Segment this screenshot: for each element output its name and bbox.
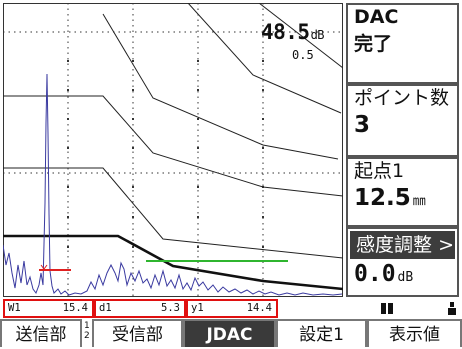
- readout-d-key: d1: [99, 302, 112, 314]
- softkey-page-1: 1: [84, 321, 90, 331]
- dac-curve-6: [258, 2, 344, 69]
- dac-curve-3: [3, 95, 344, 197]
- readout-d-value: 5.3: [161, 302, 180, 314]
- start-value: 12.5: [354, 185, 411, 211]
- sensitivity-label: 感度調整: [356, 234, 433, 256]
- sensitivity-value: 0.0: [354, 261, 396, 287]
- parameter-panel: DAC 完了 ポイント数 3 起点1 12.5 ㎜ 感度調整 > 0.0 dB: [346, 3, 459, 297]
- dac-curve-2: [3, 167, 344, 259]
- grid-dot: [197, 118, 199, 120]
- grid-dot: [262, 147, 264, 149]
- grid-dot: [132, 216, 134, 218]
- readout-y-value: 14.4: [246, 302, 272, 314]
- softkey-settings1[interactable]: 設定1: [276, 319, 367, 347]
- gate-readout-bar: W1 15.4 d1 5.3 y1 14.4: [0, 299, 462, 318]
- range-display: 0.5: [292, 48, 314, 62]
- start-point-box[interactable]: 起点1 12.5 ㎜: [346, 157, 459, 227]
- gain-unit: dB: [310, 28, 325, 42]
- readout-w-value: 15.4: [62, 302, 88, 314]
- grid-dot: [132, 118, 134, 120]
- grid-dot: [132, 246, 134, 248]
- ascan-display: 48.5dB 0.5: [2, 2, 344, 297]
- points-box[interactable]: ポイント数 3: [346, 84, 459, 157]
- grid-dot: [132, 186, 134, 188]
- grid-dot: [67, 118, 69, 120]
- readout-w: W1 15.4: [3, 299, 94, 318]
- grid-dot: [67, 246, 69, 248]
- sensitivity-box[interactable]: 感度調整 > 0.0 dB: [346, 227, 459, 297]
- softkey-page-2: 2: [84, 331, 90, 341]
- grid-dot: [67, 60, 69, 62]
- grid-dot: [67, 147, 69, 149]
- grid-dot: [262, 246, 264, 248]
- readout-y-key: y1: [191, 302, 204, 314]
- chevron-right-icon: >: [438, 234, 454, 256]
- grid-dot: [132, 89, 134, 91]
- grid-dot: [262, 89, 264, 91]
- dac-curve-5: [187, 2, 342, 114]
- dac-status-box[interactable]: DAC 完了: [346, 3, 459, 84]
- points-value: 3: [354, 112, 371, 138]
- grid-dot: [67, 89, 69, 91]
- ascan-frame: [3, 3, 343, 297]
- grid-dot: [197, 246, 199, 248]
- battery-icon: [381, 303, 393, 314]
- grid-dot: [197, 89, 199, 91]
- grid-dot: [197, 216, 199, 218]
- sensitivity-unit: dB: [397, 270, 414, 285]
- grid-dot: [197, 147, 199, 149]
- probe-icon: [448, 302, 456, 315]
- gain-value: 48.5: [261, 20, 310, 44]
- grid-dot: [67, 186, 69, 188]
- grid-dot: [67, 216, 69, 218]
- softkey-display-value[interactable]: 表示値: [367, 319, 462, 347]
- ascan-svg: [2, 2, 344, 297]
- grid-dot: [262, 60, 264, 62]
- grid-dot: [197, 60, 199, 62]
- grid-dot: [262, 216, 264, 218]
- readout-w-key: W1: [8, 302, 21, 314]
- sensitivity-header: 感度調整 >: [350, 231, 455, 259]
- softkey-jdac[interactable]: JDAC: [183, 319, 276, 347]
- ascan-grid-dots: [67, 60, 264, 248]
- dac-curves: [3, 2, 344, 259]
- grid-dot: [197, 186, 199, 188]
- status-icons: [381, 302, 456, 315]
- sensitivity-value-row: 0.0 dB: [348, 259, 457, 293]
- start-value-row: 12.5 ㎜: [348, 183, 457, 217]
- readout-d: d1 5.3: [94, 299, 186, 318]
- dac-status: 完了: [354, 33, 393, 55]
- dac-curve-4: [102, 13, 339, 160]
- echo-waveform: [2, 73, 343, 296]
- start-label: 起点1: [354, 160, 405, 182]
- softkey-receiver[interactable]: 受信部: [92, 319, 183, 347]
- points-label: ポイント数: [354, 87, 450, 109]
- dac-main-curve: [3, 234, 344, 291]
- grid-dot: [132, 147, 134, 149]
- gain-display: 48.5dB: [261, 20, 325, 44]
- softkey-transmitter[interactable]: 送信部: [0, 319, 82, 347]
- grid-dot: [262, 118, 264, 120]
- grid-dot: [132, 60, 134, 62]
- readout-y: y1 14.4: [186, 299, 278, 318]
- gate-marker: [40, 264, 48, 270]
- start-unit: ㎜: [412, 194, 426, 209]
- dac-label: DAC: [354, 6, 399, 28]
